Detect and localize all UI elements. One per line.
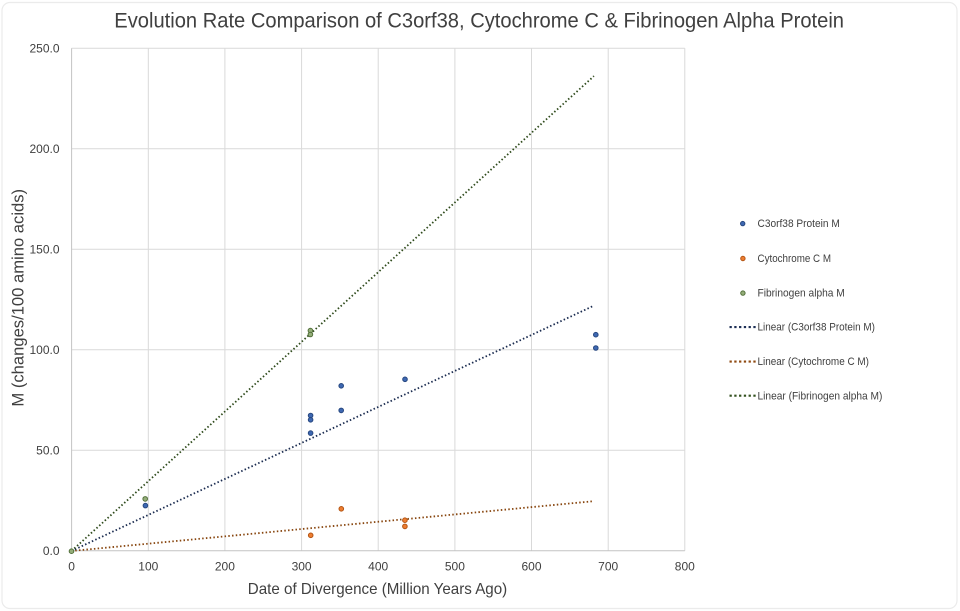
svg-text:200: 200 [215, 560, 235, 574]
svg-text:0.0: 0.0 [43, 544, 60, 558]
svg-text:Cytochrome C M: Cytochrome C M [758, 253, 832, 265]
svg-text:200.0: 200.0 [29, 142, 59, 156]
svg-text:800: 800 [675, 560, 695, 574]
svg-text:100: 100 [138, 560, 158, 574]
svg-text:250.0: 250.0 [29, 42, 59, 56]
svg-text:50.0: 50.0 [36, 444, 60, 458]
svg-text:600: 600 [521, 560, 541, 574]
svg-text:400: 400 [368, 560, 388, 574]
svg-text:Linear (Cytochrome C M): Linear (Cytochrome C M) [758, 356, 870, 368]
svg-text:700: 700 [598, 560, 618, 574]
svg-text:150.0: 150.0 [29, 243, 59, 257]
svg-text:Evolution Rate Comparison of C: Evolution Rate Comparison of C3orf38, Cy… [114, 10, 844, 33]
svg-text:100.0: 100.0 [29, 343, 59, 357]
svg-text:M (changes/100 amino acids): M (changes/100 amino acids) [9, 189, 28, 407]
svg-text:C3orf38 Protein M: C3orf38 Protein M [758, 218, 840, 230]
svg-text:0: 0 [68, 560, 75, 574]
svg-text:Fibrinogen alpha M: Fibrinogen alpha M [758, 288, 845, 300]
svg-text:Date of Divergence (Million Ye: Date of Divergence (Million Years Ago) [248, 581, 507, 598]
svg-text:300: 300 [292, 560, 312, 574]
svg-text:500: 500 [445, 560, 465, 574]
svg-text:Linear (Fibrinogen alpha M): Linear (Fibrinogen alpha M) [758, 390, 883, 402]
svg-text:Linear (C3orf38 Protein M): Linear (C3orf38 Protein M) [758, 322, 876, 334]
